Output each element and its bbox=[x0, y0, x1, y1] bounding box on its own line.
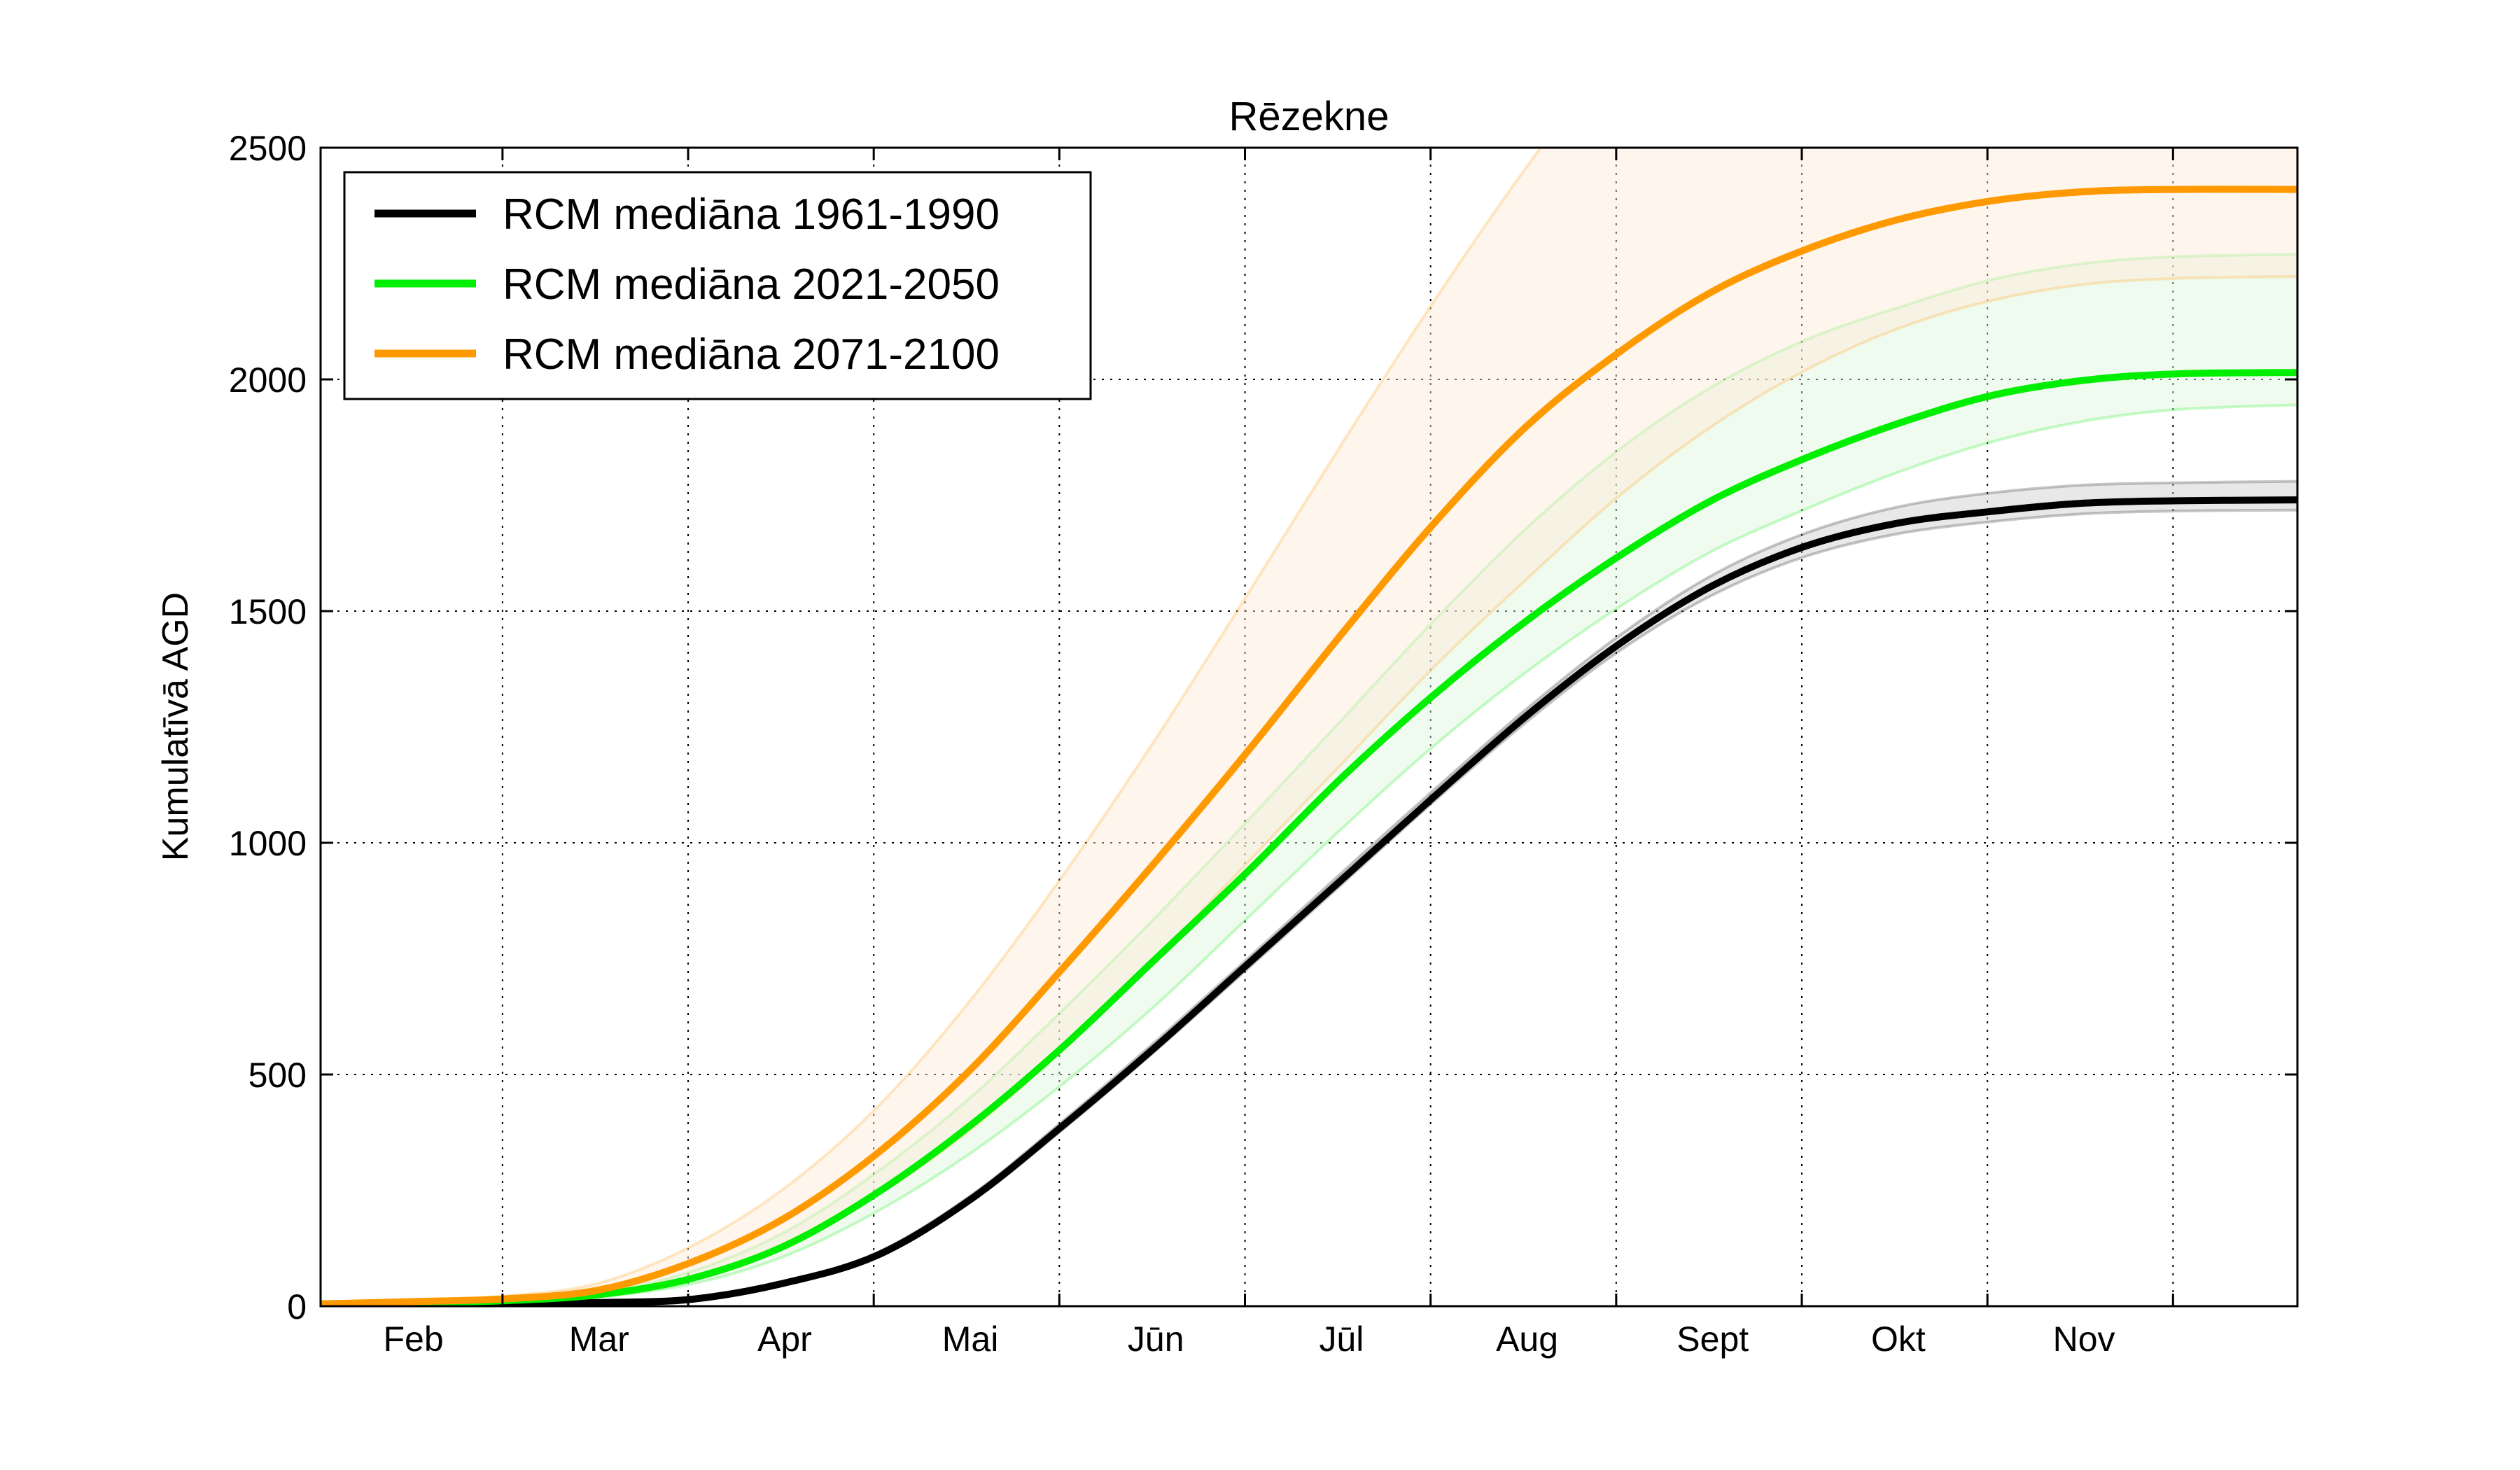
y-axis-label: Kumulatīvā AGD bbox=[155, 592, 196, 861]
y-tick-label: 2500 bbox=[229, 129, 307, 168]
x-tick-label: Mai bbox=[942, 1320, 999, 1359]
legend-label: RCM mediāna 2071-2100 bbox=[503, 330, 1000, 379]
median-line bbox=[321, 369, 2297, 1306]
median-line bbox=[321, 496, 2297, 1306]
uncertainty-band bbox=[321, 254, 2297, 1304]
y-tick-label: 2000 bbox=[229, 360, 307, 400]
band-upper-edge bbox=[321, 253, 2297, 1306]
legend-label: RCM mediāna 1961-1990 bbox=[503, 190, 1000, 239]
legend-label: RCM mediāna 2021-2050 bbox=[503, 260, 1000, 309]
axes: 0 500 1000 1500 2000 2500 Feb Mar Apr Mai Jūn Jūl Au… bbox=[229, 129, 2299, 1359]
y-tick-label: 1000 bbox=[229, 824, 307, 863]
median-lines bbox=[321, 186, 2297, 1306]
x-tick-label: Sept bbox=[1676, 1320, 1749, 1359]
uncertainty-band bbox=[321, 148, 2297, 1304]
x-tick-label: Nov bbox=[2053, 1320, 2115, 1359]
y-tick-label: 1500 bbox=[229, 592, 307, 631]
x-tick-label: Feb bbox=[383, 1320, 443, 1359]
x-tick-label: Jūl bbox=[1319, 1320, 1364, 1359]
uncertainty-bands bbox=[321, 148, 2297, 1306]
legend: RCM mediāna 1961-1990 RCM mediāna 2021-20… bbox=[343, 171, 1092, 400]
x-tick-label: Okt bbox=[1871, 1320, 1926, 1359]
x-tick-label: Jūn bbox=[1128, 1320, 1184, 1359]
plot-frame bbox=[319, 146, 2299, 1308]
y-tick-label: 0 bbox=[287, 1287, 307, 1326]
band-upper-edge bbox=[321, 148, 1543, 1306]
x-tick-label: Aug bbox=[1496, 1320, 1558, 1359]
median-line bbox=[321, 186, 2297, 1306]
chart-title: Rēzekne bbox=[1229, 94, 1390, 139]
x-tick-label: Mar bbox=[569, 1320, 629, 1359]
x-tick-label: Apr bbox=[757, 1320, 812, 1359]
band-lower-edge bbox=[321, 403, 2297, 1306]
y-tick-label: 500 bbox=[248, 1056, 307, 1095]
